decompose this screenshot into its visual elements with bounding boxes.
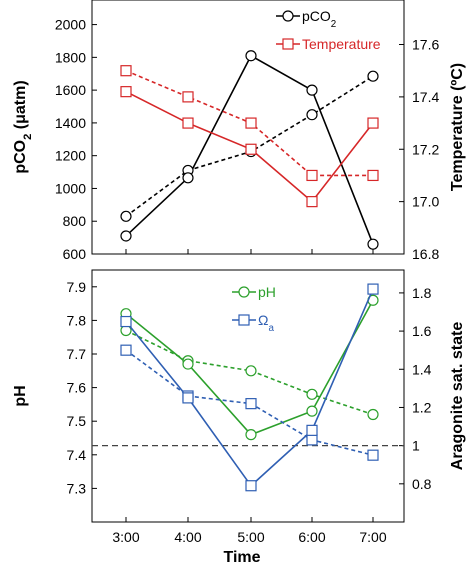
omega-dashed-point (306, 434, 318, 446)
temperature-legend-marker (282, 38, 294, 50)
left-tick-label: 7.7 (67, 346, 87, 362)
right-tick-label: 1.6 (412, 323, 432, 339)
pco2-solid-point (367, 238, 379, 250)
pco2-solid-point (182, 172, 194, 184)
omega-legend-label: Ωa (258, 312, 274, 334)
right-tick-label: 0.8 (412, 476, 432, 492)
right-tick-label: 17.0 (412, 194, 439, 210)
left-tick-label: 600 (63, 246, 87, 262)
temperature-solid-point (306, 196, 318, 208)
left-tick-label: 800 (63, 213, 87, 229)
ph-solid-point (182, 358, 194, 370)
temperature-legend-label: Temperature (302, 36, 381, 52)
right-tick-label: 17.4 (412, 89, 439, 105)
left-tick-label: 7.9 (67, 279, 87, 295)
left-tick-label: 1200 (55, 148, 86, 164)
right-axis-title: Aragonite sat. state (449, 322, 466, 471)
ph-dashed-point (367, 408, 379, 421)
x-tick-label: 7:00 (359, 529, 386, 545)
left-tick-label: 2000 (55, 17, 86, 33)
right-axis-title: Temperature (ºC) (449, 63, 466, 191)
temperature-dashed-point (182, 91, 194, 103)
pco2-solid-point (306, 84, 318, 96)
left-tick-label: 7.6 (67, 380, 87, 396)
omega-dashed-point (367, 449, 379, 461)
right-tick-label: 1.4 (412, 361, 432, 377)
pco2-solid-point (120, 230, 132, 242)
temperature-solid-point (120, 86, 132, 98)
omega-solid-point (367, 283, 379, 295)
x-tick-label: 3:00 (112, 529, 139, 545)
pco2-dashed-point (367, 70, 379, 82)
pco2-dashed-point (120, 210, 132, 222)
x-tick-label: 5:00 (237, 529, 264, 545)
temperature-solid-point (367, 117, 379, 129)
right-tick-label: 16.8 (412, 246, 439, 262)
omega-solid-point (245, 480, 257, 492)
ph-solid-point (245, 429, 257, 441)
omega-dashed-point (245, 398, 257, 410)
right-tick-label: 17.6 (412, 37, 439, 53)
omega-dashed-point (120, 344, 132, 356)
temperature-solid-point (245, 143, 257, 155)
omega-legend-marker (238, 314, 250, 326)
ph-dashed-point (245, 365, 257, 377)
temperature-solid-point (182, 117, 194, 129)
bottom-panel: 7.3 7.4 7.5 7.6 7.7 7.8 7.9 0.8 1 1.2 1.4 1.6 1.8 3:0… (12, 269, 466, 566)
omega-solid-point (120, 315, 132, 328)
ph-dashed-line (125, 329, 374, 416)
left-tick-label: 7.4 (67, 447, 87, 463)
temperature-dashed-point (306, 169, 318, 182)
ph-dashed-point (306, 388, 318, 400)
pco2-solid-point (245, 50, 257, 62)
temperature-dashed-point (120, 65, 132, 77)
left-tick-label: 1600 (55, 82, 86, 98)
left-tick-label: 1800 (55, 49, 86, 65)
x-tick-label: 6:00 (298, 529, 325, 545)
pco2-dashed-point (306, 109, 318, 121)
pco2-legend-marker (282, 10, 294, 22)
left-tick-label: 1400 (55, 115, 86, 131)
right-tick-label: 1.8 (412, 285, 432, 301)
right-tick-label: 17.2 (412, 141, 439, 157)
ph-legend-marker (238, 286, 250, 298)
x-tick-label: 4:00 (174, 529, 201, 545)
ph-legend-label: pH (258, 284, 276, 300)
plot-frame (91, 269, 405, 523)
left-tick-label: 1000 (55, 180, 86, 196)
right-tick-label: 1.2 (412, 399, 432, 415)
left-tick-label: 7.8 (67, 312, 87, 328)
left-tick-label: 7.5 (67, 413, 87, 429)
omega-solid-point (306, 424, 318, 436)
ph-solid-point (306, 405, 318, 417)
right-tick-label: 1 (412, 438, 420, 454)
temperature-dashed-point (367, 169, 379, 182)
pco2-legend-label: pCO2 (302, 8, 336, 30)
top-panel: 600 800 1000 1200 1400 1600 1800 2000 16.8 17.0 17… (12, 0, 466, 262)
omega-solid-point (182, 392, 194, 404)
left-axis-title: pCO2 (μatm) (12, 80, 34, 173)
x-axis-title: Time (223, 549, 260, 566)
left-axis-title: pH (12, 385, 29, 406)
left-tick-label: 7.3 (67, 480, 87, 496)
plot-frame (91, 0, 405, 255)
temperature-dashed-point (245, 117, 257, 129)
